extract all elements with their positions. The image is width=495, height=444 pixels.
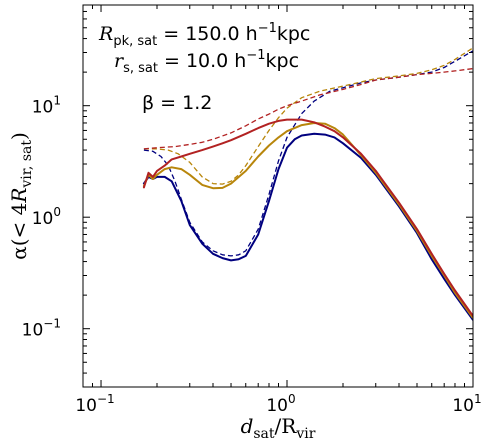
series-line-5 bbox=[142, 118, 473, 317]
plot-area bbox=[83, 5, 473, 387]
annotation-r-pk: Rpk, sat = 150.0 h−1kpc bbox=[98, 21, 310, 49]
annotation-block: Rpk, sat = 150.0 h−1kpc rs, sat = 10.0 h… bbox=[98, 21, 310, 114]
tick-marks bbox=[82, 4, 474, 388]
y-tick-label: 10−1 bbox=[22, 317, 61, 341]
x-tick-label: 101 bbox=[452, 392, 481, 416]
x-tick-label: 100 bbox=[266, 392, 295, 416]
series-line-4 bbox=[143, 47, 473, 185]
x-axis-label: dsat/Rvir bbox=[241, 414, 316, 442]
x-tick-label: 10−1 bbox=[75, 392, 114, 416]
annotation-r-s: rs, sat = 10.0 h−1kpc bbox=[114, 48, 299, 76]
y-axis-label: α(< 4Rvir, sat) bbox=[7, 132, 35, 260]
series-line-6 bbox=[143, 67, 473, 150]
y-tick-label: 101 bbox=[32, 94, 61, 118]
y-tick-label: 100 bbox=[32, 205, 61, 229]
series-line-1 bbox=[142, 132, 473, 321]
plot-frame bbox=[82, 4, 474, 388]
series-line-3 bbox=[142, 122, 473, 319]
tick-labels: 10−1 100 101 10−1 100 101 bbox=[22, 94, 482, 416]
series-group bbox=[142, 47, 473, 321]
annotation-beta: β = 1.2 bbox=[142, 92, 212, 114]
